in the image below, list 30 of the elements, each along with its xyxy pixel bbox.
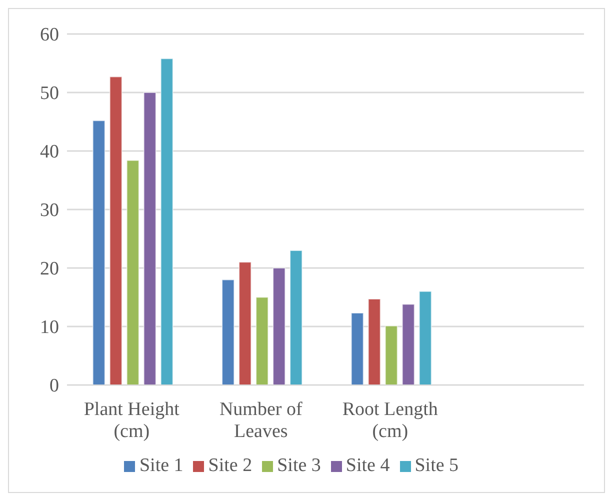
bar — [402, 304, 415, 385]
y-tick-label: 60 — [40, 24, 59, 46]
bar — [92, 120, 106, 385]
legend-label: Site 5 — [414, 455, 459, 476]
y-tick-label: 0 — [50, 376, 59, 397]
y-tick-label: 50 — [40, 83, 59, 104]
bar — [272, 268, 286, 385]
bar — [238, 262, 252, 385]
y-tick-label: 10 — [40, 317, 59, 338]
bar — [384, 325, 398, 385]
x-tick-label: Number of Leaves — [219, 399, 303, 442]
bar — [143, 92, 156, 385]
bar — [256, 296, 269, 385]
y-tick-label: 30 — [40, 200, 59, 222]
legend-label: Site 2 — [208, 455, 252, 476]
y-tick-label: 40 — [40, 142, 59, 163]
bar — [222, 279, 235, 385]
legend-label: Site 1 — [139, 455, 184, 476]
legend-label: Site 4 — [346, 455, 390, 476]
bar — [418, 290, 432, 385]
bar — [109, 76, 122, 385]
bar — [160, 58, 174, 385]
legend-label: Site 3 — [277, 455, 321, 476]
y-tick-label: 20 — [40, 258, 59, 280]
bar — [126, 160, 140, 385]
x-tick-label: Root Length (cm) — [342, 399, 438, 442]
bar — [290, 250, 303, 385]
bar — [350, 312, 364, 385]
x-tick-label: Plant Height (cm) — [84, 399, 180, 442]
bar — [368, 298, 381, 385]
